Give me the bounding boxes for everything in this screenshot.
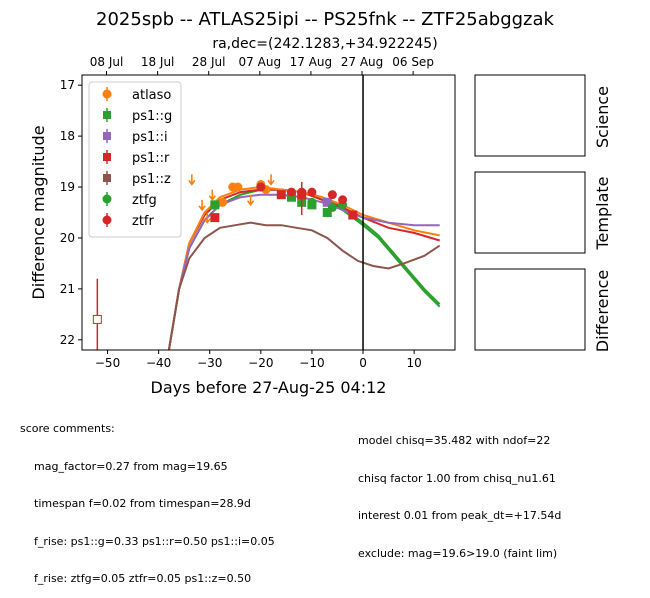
data-point-atlaso <box>218 197 228 207</box>
data-point-ps1-r-open <box>92 314 102 324</box>
x-tick-label: −20 <box>248 356 273 370</box>
chart-title: 2025spb -- ATLAS25ipi -- PS25fnk -- ZTF2… <box>96 9 554 30</box>
comment-line: model chisq=35.482 with ndof=22 <box>358 434 551 447</box>
comment-line: interest 0.01 from peak_dt=+17.54d <box>358 509 562 522</box>
data-point-ztfr <box>307 187 317 197</box>
data-point-ztfr <box>338 195 348 205</box>
comment-line: chisq factor 1.00 from chisq_nu1.61 <box>358 471 556 485</box>
legend-box <box>88 81 182 238</box>
x-axis-label: Days before 27-Aug-25 04:12 <box>151 378 387 397</box>
data-point-ztfr <box>327 190 337 200</box>
comment-line: mag_factor=0.27 from mag=19.65 <box>34 459 228 473</box>
model-curve-0 <box>167 188 441 350</box>
legend-label: ps1::g <box>132 109 172 124</box>
model-curve-5 <box>167 221 441 350</box>
difference-stamp <box>474 268 586 351</box>
y-tick-label: 19 <box>60 180 75 194</box>
comment-line: exclude: mag=19.6>19.0 (faint lim) <box>358 546 558 560</box>
legend-label: atlaso <box>132 88 171 103</box>
top-axis-tick-label: 28 Jul <box>192 55 226 69</box>
legend-label: ps1::r <box>132 151 170 166</box>
data-point-ztfr <box>297 187 307 197</box>
legend-label: ps1::i <box>132 130 168 145</box>
x-tick-label: 0 <box>359 356 367 370</box>
x-tick-label: −40 <box>146 356 171 370</box>
data-point-atlaso <box>233 182 243 192</box>
comment-line: f_rise: ztfg=0.05 ztfr=0.05 ps1::z=0.50 <box>34 572 252 585</box>
data-point-ztfg <box>327 202 337 212</box>
score-comments-left: score comments: mag_factor=0.27 from mag… <box>20 398 275 598</box>
data-point-ps1-r <box>348 210 358 220</box>
axes: −50 −40 −30 −20 −10 0 10 17 18 19 20 21 22 08 Jul 18 J… <box>29 55 456 397</box>
x-tick-label: −10 <box>299 356 324 370</box>
y-tick-label: 20 <box>60 231 75 245</box>
template-stamp <box>474 171 586 254</box>
data-point-atlaso-upper-limit <box>203 212 211 224</box>
top-axis-tick-label: 06 Sep <box>392 55 434 69</box>
data-point-ps1-g <box>210 200 220 210</box>
plot-frame <box>81 74 456 351</box>
science-label: Science <box>593 86 612 148</box>
data-point-ps1-g <box>322 208 332 217</box>
chart-subtitle: ra,dec=(242.1283,+34.922245) <box>212 36 437 52</box>
template-label: Template <box>593 176 612 250</box>
x-tick-label: −30 <box>197 356 222 370</box>
top-axis-tick-label: 27 Aug <box>341 55 384 69</box>
difference-label: Difference <box>593 270 612 352</box>
score-comments-right: model chisq=35.482 with ndof=22 chisq fa… <box>358 410 561 573</box>
data-point-ztfr <box>286 187 296 197</box>
x-tick-label: 10 <box>406 356 421 370</box>
legend-marker <box>102 194 112 204</box>
legend-marker <box>103 153 111 161</box>
top-axis-tick-label: 17 Aug <box>290 55 333 69</box>
plot-area <box>92 75 441 350</box>
top-axis-tick-label: 07 Aug <box>239 55 282 69</box>
x-tick-label: −50 <box>95 356 120 370</box>
y-tick-label: 22 <box>60 333 75 347</box>
data-point-ps1-i <box>322 197 332 207</box>
score-comments-header: score comments: <box>20 422 115 435</box>
legend-label: ztfr <box>132 214 154 229</box>
data-point-ps1-r <box>276 190 286 200</box>
data-point-atlaso-upper-limit <box>208 189 216 202</box>
data-point-ztfr <box>256 182 266 192</box>
legend-marker <box>103 174 111 182</box>
light-curve-chart: 2025spb -- ATLAS25ipi -- PS25fnk -- ZTF2… <box>29 9 612 397</box>
science-stamp <box>474 74 586 157</box>
data-point-ps1-r <box>210 213 220 223</box>
legend-label: ps1::z <box>132 172 171 187</box>
data-point-atlaso-upper-limit <box>188 174 196 186</box>
plot-clip-group <box>92 75 441 350</box>
model-curve-2 <box>167 188 440 350</box>
legend-marker <box>102 89 112 99</box>
model-curve-1 <box>167 188 441 350</box>
top-axis-tick-label: 08 Jul <box>90 55 124 69</box>
model-curve-4 <box>167 193 440 350</box>
legend-marker <box>103 132 111 140</box>
y-axis-label: Difference magnitude <box>29 125 48 299</box>
data-point-atlaso-upper-limit <box>246 194 255 207</box>
y-tick-label: 17 <box>60 78 75 92</box>
legend-marker <box>103 111 111 119</box>
top-axis-tick-label: 18 Jul <box>141 55 175 69</box>
y-tick-label: 18 <box>60 129 75 143</box>
y-tick-label: 21 <box>60 282 75 296</box>
data-point-ztfg <box>307 197 317 207</box>
comment-line: f_rise: ps1::g=0.33 ps1::r=0.50 ps1::i=0… <box>34 534 275 548</box>
legend-marker <box>102 215 112 225</box>
data-point-atlaso-upper-limit <box>198 199 206 212</box>
data-point-atlaso-upper-limit <box>267 174 275 186</box>
legend-label: ztfg <box>132 193 157 208</box>
